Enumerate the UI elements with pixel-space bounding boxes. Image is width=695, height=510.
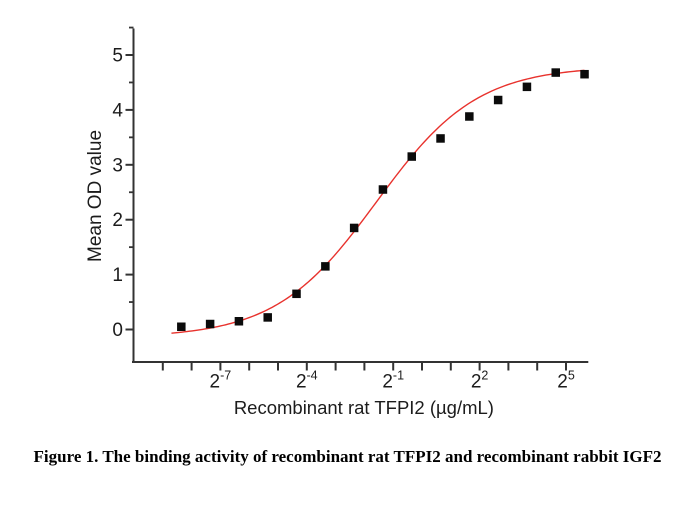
figure-caption: Figure 1. The binding activity of recomb…	[33, 447, 662, 466]
data-point	[407, 152, 416, 161]
y-tick-label: 5	[112, 46, 123, 67]
data-point	[349, 223, 359, 233]
data-point	[493, 95, 503, 105]
x-tick-label: 2-7	[210, 369, 232, 393]
x-axis-title: Recombinant rat TFPI2 (µg/mL)	[234, 397, 494, 418]
x-tick-label: 22	[471, 369, 489, 393]
y-axis-title: Mean OD value	[85, 130, 106, 262]
data-point	[436, 134, 445, 143]
x-tick-label: 25	[557, 369, 575, 393]
data-point	[321, 262, 330, 271]
y-tick-label: 1	[112, 265, 123, 286]
data-point	[551, 68, 560, 77]
data-point	[263, 313, 272, 322]
data-point	[177, 322, 186, 331]
y-tick-label: 4	[112, 100, 123, 121]
y-tick-label: 2	[112, 210, 123, 231]
data-point	[580, 69, 589, 79]
data-point	[378, 185, 388, 194]
data-point	[465, 112, 474, 121]
data-point	[522, 82, 532, 92]
binding-activity-chart: 0 1 2 3 4 5 2-7 2-4 2-1 22 25 Recombinant rat TFPI2…	[85, 26, 589, 418]
y-tick-label: 0	[112, 320, 123, 341]
fit-curve	[171, 69, 585, 334]
x-tick-label: 2-4	[296, 369, 318, 393]
chart-canvas: 0 1 2 3 4 5 2-7 2-4 2-1 22 25 Recombinant rat TFPI2…	[85, 26, 589, 418]
x-tick-label: 2-1	[382, 369, 404, 393]
data-point	[292, 289, 301, 299]
data-point	[234, 317, 244, 326]
data-point	[205, 319, 215, 329]
y-tick-label: 3	[112, 155, 123, 176]
